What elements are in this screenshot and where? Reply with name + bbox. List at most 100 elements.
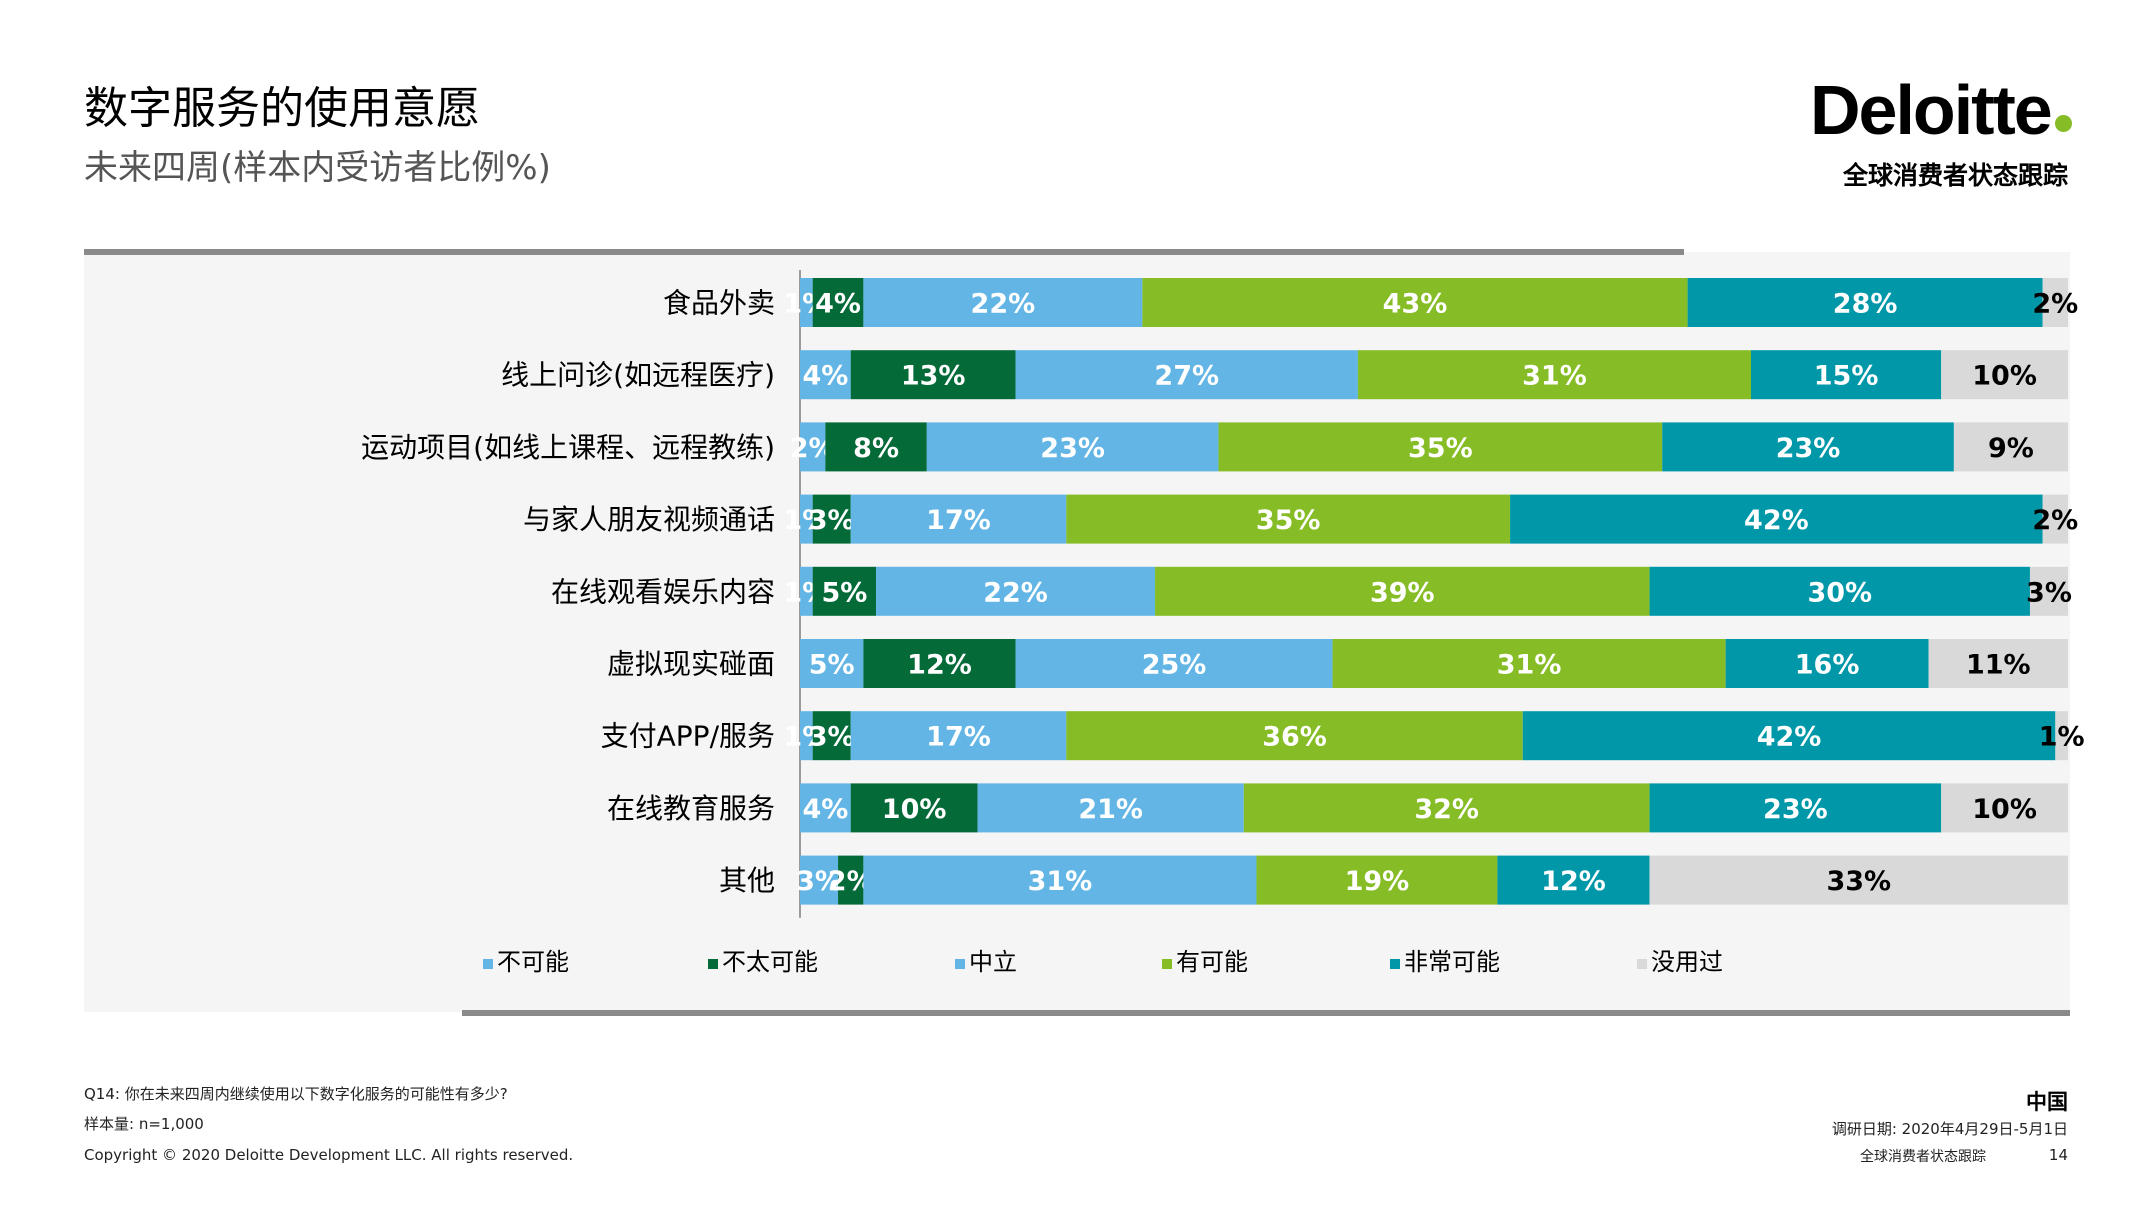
data-label: 3% [809, 505, 855, 536]
data-label: 17% [926, 722, 991, 753]
bar-segment [1928, 639, 2068, 688]
data-label: 13% [901, 361, 966, 392]
data-label: 23% [1776, 433, 1841, 464]
data-label: 16% [1795, 650, 1860, 681]
bar-segment [2029, 566, 2068, 616]
bar-segment [863, 278, 1143, 327]
legend-swatch [955, 959, 965, 969]
page-subtitle: 未来四周(样本内受访者比例%) [84, 148, 551, 188]
bar-segment [800, 566, 813, 616]
data-label: 8% [853, 433, 899, 464]
bar-segment [800, 639, 864, 688]
bar-segment [800, 422, 826, 472]
legend-label: 有可能 [1176, 948, 1248, 976]
bar-segment [1649, 566, 2030, 616]
data-label: 5% [809, 650, 855, 681]
bar-segment [1649, 855, 2068, 905]
data-label: 39% [1370, 577, 1435, 608]
data-label: 22% [983, 577, 1048, 608]
bar-segment [825, 422, 927, 472]
bar-segment [1015, 350, 1358, 400]
data-label: 43% [1383, 289, 1448, 320]
data-label: 11% [1966, 650, 2031, 681]
legend-swatch [483, 959, 493, 969]
bar-segment [812, 278, 864, 327]
survey-date: 调研日期: 2020年4月29日-5月1日 [1831, 1120, 2068, 1138]
category-label: 其他 [719, 864, 775, 897]
data-label: 9% [1988, 433, 2034, 464]
category-label: 线上问诊(如远程医疗) [501, 359, 775, 392]
data-label: 30% [1807, 577, 1872, 608]
data-label: 31% [1522, 361, 1587, 392]
bar-segment [1066, 494, 1511, 544]
legend-swatch [1162, 959, 1172, 969]
deloitte-logo: Deloitte [1810, 71, 2053, 149]
data-label: 28% [1833, 289, 1898, 320]
data-label: 19% [1345, 866, 1410, 897]
logo-green-dot [2055, 115, 2072, 132]
panel-top-rule [84, 249, 1684, 255]
bar-segment [838, 855, 864, 905]
bar-segment [800, 278, 813, 327]
panel-bottom-rule [462, 1010, 2070, 1016]
legend-label: 非常可能 [1404, 948, 1500, 976]
bar-segment [1953, 422, 2068, 472]
category-label: 在线观看娱乐内容 [551, 575, 775, 608]
bar-segment [1725, 639, 1929, 688]
legend-label: 不太可能 [722, 948, 818, 976]
data-label: 22% [971, 289, 1036, 320]
legend-label: 不可能 [497, 948, 569, 976]
data-label: 2% [2032, 289, 2078, 320]
bar-segment [1941, 350, 2068, 400]
data-label: 17% [926, 505, 991, 536]
bar-segment [1687, 278, 2043, 327]
data-label: 21% [1078, 794, 1143, 825]
data-label: 3% [809, 722, 855, 753]
bar-segment [2042, 278, 2068, 327]
data-label: 10% [882, 794, 947, 825]
tracker-small: 全球消费者状态跟踪 [1860, 1149, 1986, 1165]
bar-segment [1066, 711, 1523, 761]
data-label: 31% [1497, 650, 1562, 681]
data-label: 10% [1972, 361, 2037, 392]
bar-segment [1218, 422, 1663, 472]
data-label: 32% [1414, 794, 1479, 825]
bar-segment [926, 422, 1219, 472]
data-label: 35% [1256, 505, 1321, 536]
footnote-question: Q14: 你在未来四周内继续使用以下数字化服务的可能性有多少? [84, 1085, 508, 1103]
country-label: 中国 [2026, 1090, 2068, 1114]
data-label: 36% [1262, 722, 1327, 753]
data-label: 3% [796, 866, 842, 897]
data-label: 25% [1142, 650, 1207, 681]
bar-segment [1243, 783, 1650, 833]
data-label: 12% [907, 650, 972, 681]
bar-segment [863, 855, 1257, 905]
data-label: 4% [802, 794, 848, 825]
category-label: 在线教育服务 [607, 792, 775, 825]
bar-segment [1649, 783, 1942, 833]
bar-segment [1332, 639, 1726, 688]
bar-segment [1256, 855, 1498, 905]
bar-segment [812, 566, 877, 616]
data-label: 2% [2032, 505, 2078, 536]
data-label: 42% [1757, 722, 1822, 753]
legend-label: 没用过 [1651, 948, 1723, 976]
bar-segment [850, 494, 1067, 544]
bar-segment [850, 711, 1067, 761]
bar-segment [1522, 711, 2056, 761]
category-label: 与家人朋友视频通话 [523, 503, 775, 536]
bar-segment [1497, 855, 1650, 905]
bar-segment [2055, 711, 2068, 761]
bar-segment [850, 783, 978, 833]
data-label: 33% [1826, 866, 1891, 897]
category-label: 食品外卖 [663, 287, 775, 320]
bar-segment [812, 494, 851, 544]
bar-segment [1357, 350, 1751, 400]
bar-segment [1155, 566, 1650, 616]
bar-segment [863, 639, 1016, 688]
bar-segment [1751, 350, 1942, 400]
data-label: 5% [821, 577, 867, 608]
data-label: 12% [1541, 866, 1606, 897]
bar-segment [977, 783, 1244, 833]
legend-swatch [1390, 959, 1400, 969]
